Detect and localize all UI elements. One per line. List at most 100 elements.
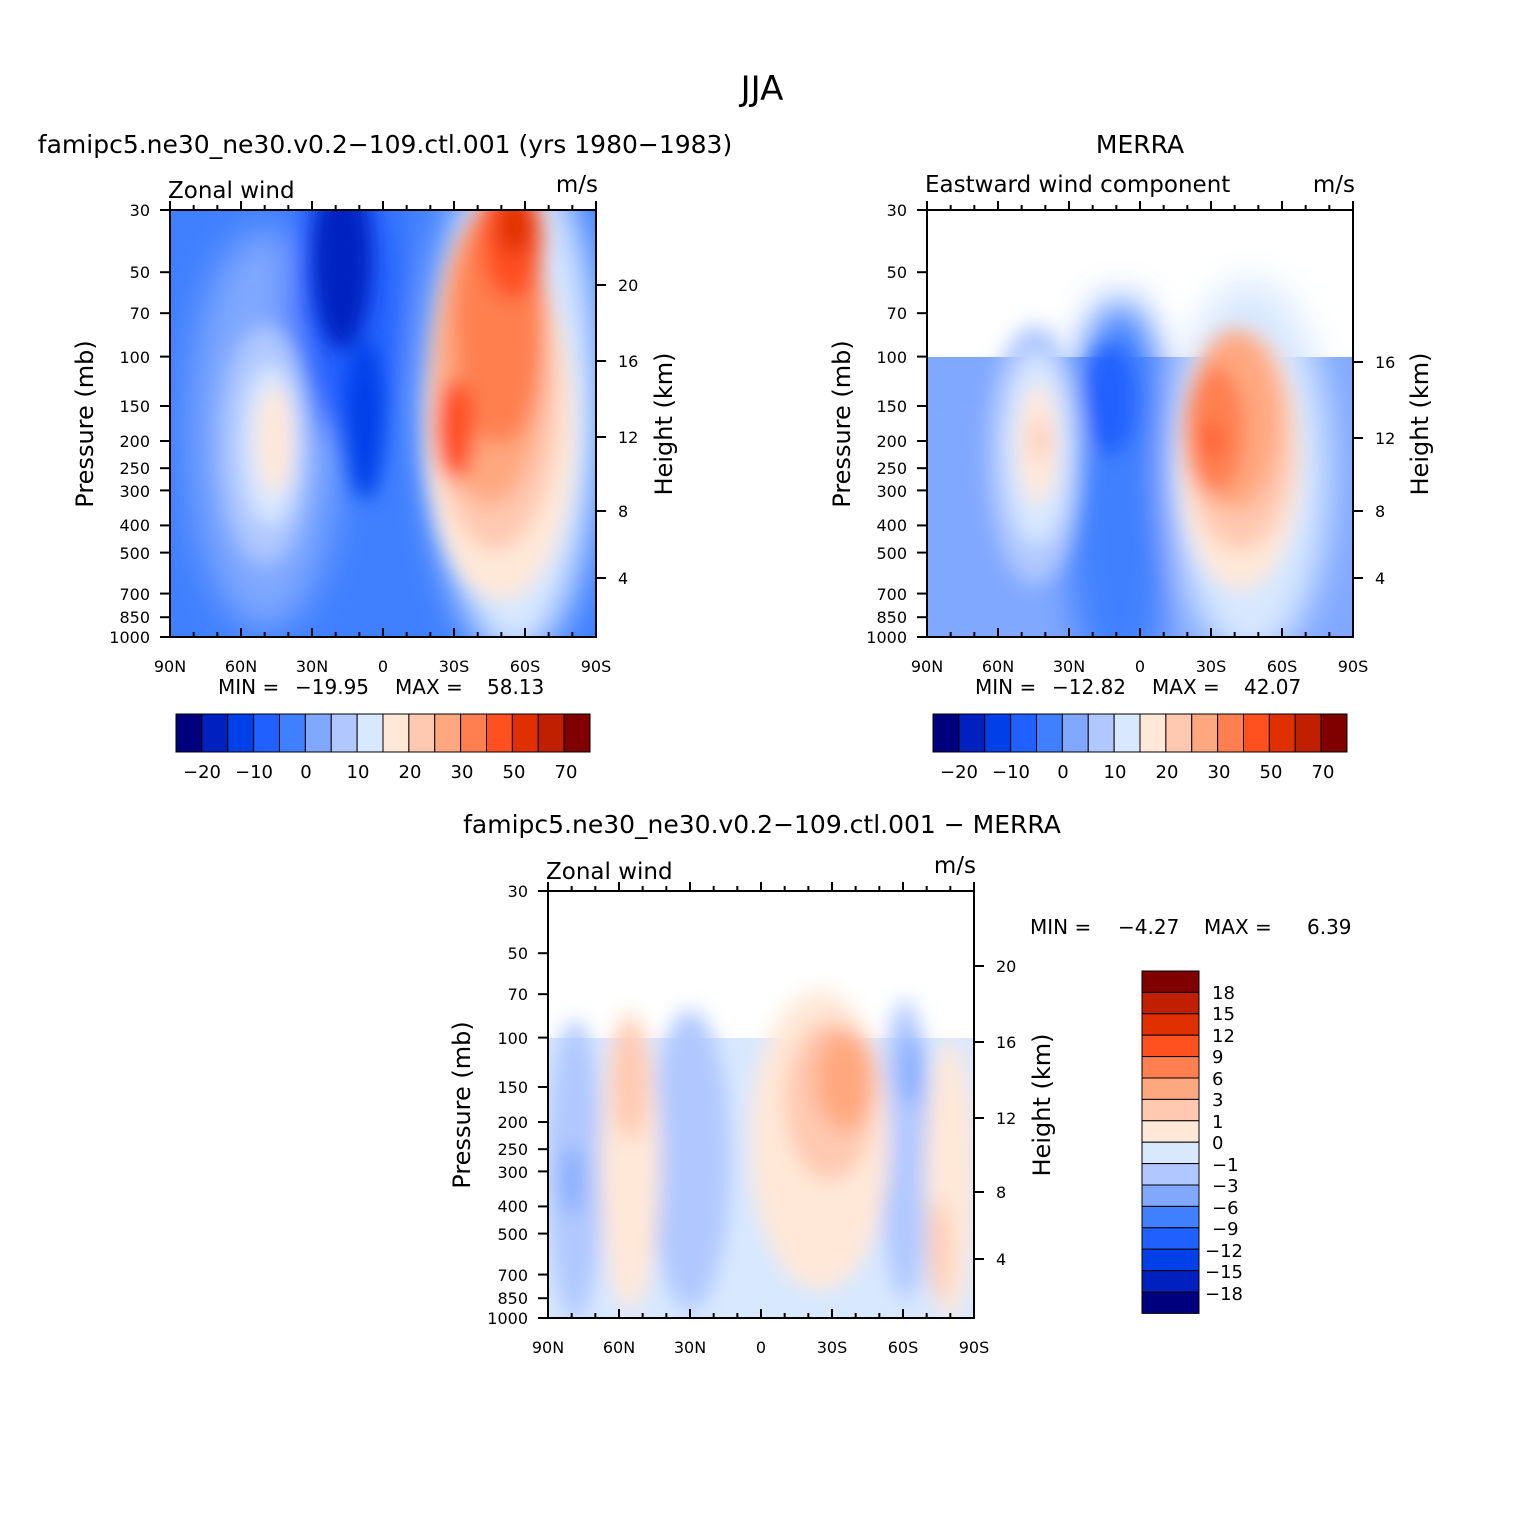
- y-tick-label: 30: [508, 882, 528, 901]
- y-tick-label: 50: [130, 263, 150, 282]
- legend-swatch: [408, 713, 436, 753]
- legend-swatch: [1268, 713, 1296, 753]
- legend-label: 10: [1104, 762, 1127, 783]
- legend-swatch: [1141, 1205, 1200, 1229]
- panel-model-minmax: MIN = −19.95 MAX = 58.13: [218, 675, 544, 699]
- legend-swatch: [1141, 1141, 1200, 1165]
- x-tick-label: 30N: [1053, 657, 1085, 676]
- legend-swatch: [958, 713, 986, 753]
- y-right-tick-label: 12: [1375, 429, 1395, 448]
- legend-swatch: [1320, 713, 1348, 753]
- y-tick-label: 250: [876, 459, 907, 478]
- min-label: MIN =: [975, 675, 1036, 699]
- legend-swatch: [279, 713, 306, 753]
- legend-swatch: [304, 713, 332, 753]
- y-tick-label: 1000: [109, 628, 150, 647]
- panel-merra-y-axis: 30 50 70 100 150 200 250 300 400 500 700…: [866, 201, 907, 647]
- x-tick-label: 30N: [674, 1338, 706, 1357]
- legend-swatch: [1165, 713, 1193, 753]
- legend-swatch: [1243, 713, 1270, 753]
- panel-difference-ylabel-right: Height (km): [1028, 1034, 1056, 1177]
- y-tick-label: 250: [497, 1140, 528, 1159]
- x-tick-label: 60S: [1267, 657, 1298, 676]
- max-value: 42.07: [1244, 675, 1301, 699]
- panel-merra-ylabel: Pressure (mb): [828, 340, 856, 507]
- y-tick-label: 200: [876, 432, 907, 451]
- y-right-tick-label: 8: [618, 502, 628, 521]
- legend-swatch: [1141, 1163, 1200, 1186]
- legend-swatch: [460, 713, 487, 753]
- legend-swatch: [175, 713, 203, 753]
- legend-label: 6: [1212, 1069, 1223, 1090]
- panel-merra-minmax: MIN = −12.82 MAX = 42.07: [975, 675, 1301, 699]
- legend-swatch: [253, 713, 280, 753]
- x-tick-label: 90S: [1338, 657, 1369, 676]
- legend-swatch: [1141, 1270, 1200, 1293]
- panel-model-ylabel-right: Height (km): [650, 353, 678, 496]
- panel-model-units: m/s: [556, 172, 598, 198]
- y-tick-label: 700: [876, 585, 907, 604]
- max-label: MAX =: [1204, 915, 1272, 939]
- y-tick-label: 300: [119, 482, 150, 501]
- legend-label: 15: [1212, 1004, 1235, 1025]
- panel-merra-units: m/s: [1313, 172, 1355, 198]
- y-right-tick-label: 8: [996, 1183, 1006, 1202]
- panel-model-ylabel: Pressure (mb): [71, 340, 99, 507]
- legend-swatch: [932, 713, 960, 753]
- y-right-tick-label: 4: [618, 569, 628, 588]
- min-label: MIN =: [1030, 915, 1091, 939]
- panel-merra: MERRA Eastward wind component m/s: [828, 130, 1434, 783]
- legend-swatch: [1141, 1098, 1200, 1122]
- legend-swatch: [1141, 1077, 1200, 1100]
- legend-label: 70: [1312, 762, 1335, 783]
- legend-swatch: [1141, 1248, 1200, 1272]
- legend-label: 0: [1212, 1133, 1223, 1154]
- legend-label: −10: [235, 762, 273, 783]
- panel-merra-y-axis-right: 16 12 8 4: [1375, 353, 1395, 588]
- legend-label: −20: [940, 762, 978, 783]
- legend-swatch: [382, 713, 410, 753]
- panel-model-y-axis: 30 50 70 100 150 200 250 300 400 500 700…: [109, 201, 150, 647]
- y-tick-label: 400: [497, 1197, 528, 1216]
- x-tick-label: 60N: [603, 1338, 635, 1357]
- legend-swatch: [563, 713, 591, 753]
- main-title: JJA: [739, 69, 784, 109]
- legend-label: −12: [1205, 1241, 1243, 1262]
- legend-label: 18: [1212, 983, 1235, 1004]
- x-tick-label: 30N: [296, 657, 328, 676]
- y-tick-label: 70: [130, 304, 150, 323]
- y-tick-label: 300: [497, 1163, 528, 1182]
- panel-difference-y-axis-right: 20 16 12 8 4: [996, 957, 1016, 1269]
- min-value: −12.82: [1052, 675, 1126, 699]
- panel-difference-ticks: [538, 882, 984, 1319]
- panel-model-title: famipc5.ne30_ne30.v0.2−109.ctl.001 (yrs …: [38, 130, 732, 159]
- min-value: −4.27: [1118, 915, 1179, 939]
- legend-swatch: [1294, 713, 1322, 753]
- legend-label: 3: [1212, 1090, 1223, 1111]
- legend-label: −9: [1212, 1219, 1239, 1240]
- y-tick-label: 200: [119, 432, 150, 451]
- legend-label: −10: [992, 762, 1030, 783]
- panel-model-ticks: [160, 201, 606, 638]
- x-tick-label: 60S: [510, 657, 541, 676]
- legend-label: −6: [1212, 1198, 1239, 1219]
- y-tick-label: 50: [508, 944, 528, 963]
- y-right-tick-label: 12: [618, 428, 638, 447]
- legend-label: 50: [1260, 762, 1283, 783]
- y-right-tick-label: 16: [1375, 353, 1395, 372]
- y-tick-label: 850: [119, 608, 150, 627]
- legend-swatch: [1087, 713, 1115, 753]
- legend-swatch: [201, 713, 229, 753]
- y-tick-label: 850: [497, 1289, 528, 1308]
- legend-swatch: [537, 713, 565, 753]
- y-tick-label: 850: [876, 608, 907, 627]
- legend-swatch: [1141, 1034, 1200, 1058]
- panel-difference-variable: Zonal wind: [546, 859, 673, 885]
- y-tick-label: 100: [497, 1029, 528, 1048]
- panel-model-x-axis: 90N 60N 30N 0 30S 60S 90S: [154, 657, 611, 676]
- panel-model-variable: Zonal wind: [168, 178, 295, 204]
- legend-swatch: [227, 713, 255, 753]
- y-right-tick-label: 12: [996, 1109, 1016, 1128]
- y-right-tick-label: 4: [996, 1250, 1006, 1269]
